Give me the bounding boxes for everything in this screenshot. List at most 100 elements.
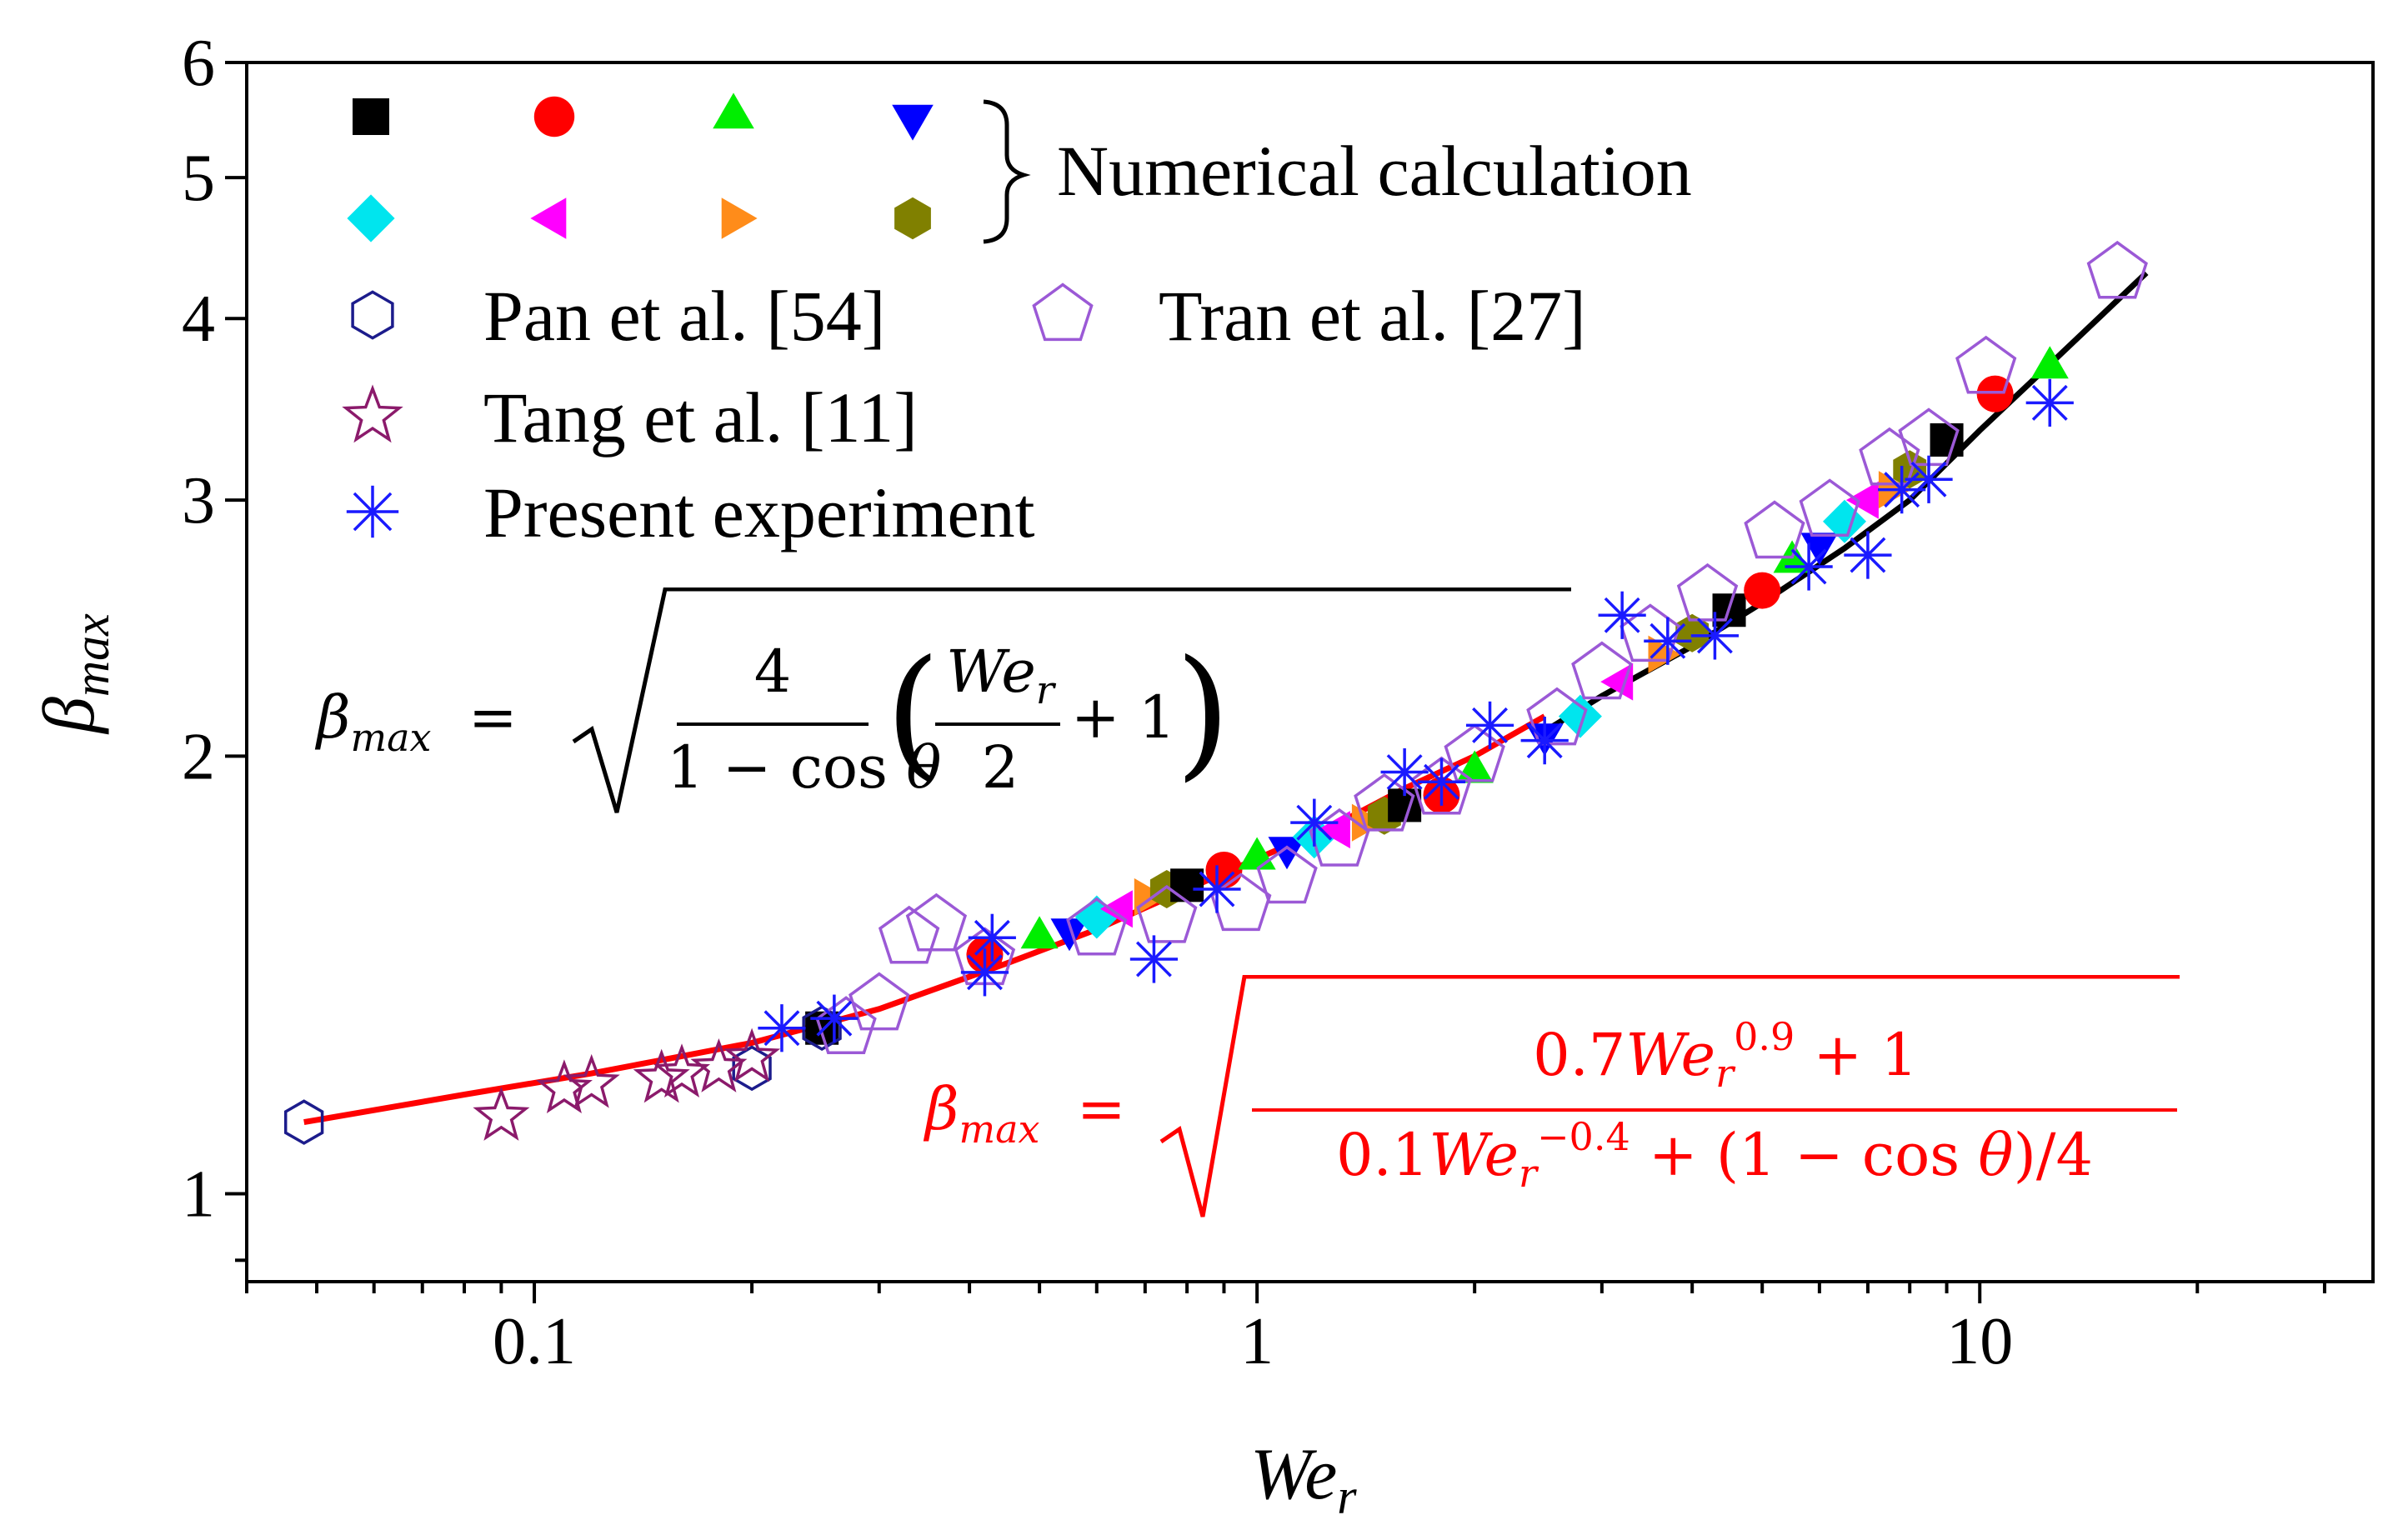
y-tick-label: 3 <box>182 464 215 538</box>
data-point <box>1785 542 1833 591</box>
asterisk-stroke <box>1910 461 1947 498</box>
legend-entry-marker <box>346 485 399 538</box>
legend-entry-label: Pan et al. [54] <box>483 276 885 356</box>
numerical-point <box>1317 811 1350 849</box>
asterisk-stroke <box>1526 722 1563 759</box>
data-point <box>1844 531 1892 579</box>
data-point <box>1465 701 1514 749</box>
y-tick-label: 5 <box>182 142 215 215</box>
x-axis-label: Wer <box>1250 1434 1357 1524</box>
data-point <box>732 1045 772 1092</box>
asterisk-stroke <box>974 919 1010 956</box>
data-point <box>878 905 940 964</box>
numerical-point <box>1648 635 1681 673</box>
x-tick-label: 10 <box>1946 1305 2013 1378</box>
legend-entry-marker <box>1032 282 1094 342</box>
numerical-point <box>1800 532 1839 566</box>
legend-marker <box>713 92 754 129</box>
legend-entry-marker <box>342 384 403 443</box>
asterisk-stroke <box>1386 754 1423 790</box>
legend-marker <box>347 194 395 242</box>
legend-entry-label: Present experiment <box>483 472 1035 552</box>
black-equation-root <box>572 588 1571 813</box>
data-point <box>1571 641 1633 700</box>
y-tick-label: 1 <box>182 1158 215 1231</box>
data-point <box>535 1059 593 1114</box>
y-axis-label: βmax <box>29 613 119 735</box>
x-tick-label: 1 <box>1240 1305 1274 1378</box>
y-tick-label: 6 <box>182 27 215 100</box>
asterisk-stroke <box>1199 871 1235 908</box>
asterisk-stroke <box>967 954 1003 991</box>
asterisk-stroke <box>1696 618 1733 654</box>
numerical-point <box>1845 481 1879 519</box>
axis-tick-labels: 0.1 1 10 1 2 3 4 5 6 <box>182 27 2013 1378</box>
asterisk-stroke <box>1424 763 1459 800</box>
data-points <box>283 240 2148 1145</box>
asterisk-stroke <box>2031 384 2068 421</box>
legend-marker <box>894 197 931 240</box>
numerical-legend-markers <box>347 92 934 242</box>
data-point <box>723 1028 781 1082</box>
asterisk-stroke <box>353 492 393 532</box>
data-point <box>1256 845 1318 904</box>
data-point <box>1744 500 1805 559</box>
data-point <box>690 1038 748 1092</box>
asterisk-stroke <box>1790 548 1827 585</box>
data-point <box>2025 378 2074 427</box>
data-point <box>1690 612 1740 660</box>
legend: Numerical calculation Pan et al. [54] Tra… <box>342 92 1692 552</box>
data-point <box>2086 240 2148 299</box>
data-point <box>1417 758 1466 806</box>
legend-marker <box>892 104 934 141</box>
data-point <box>1905 455 1953 503</box>
data-point <box>1129 935 1179 983</box>
asterisk-stroke <box>1296 804 1333 841</box>
asterisk-stroke <box>1135 941 1172 978</box>
asterisk-stroke <box>763 1010 800 1047</box>
data-point <box>473 1087 530 1141</box>
data-point <box>1955 335 2017 394</box>
legend-entry-marker <box>351 290 394 340</box>
numerical-point <box>1976 375 2014 412</box>
legend-entries: Pan et al. [54] Tran et al. [27] Tang et a… <box>342 276 1586 552</box>
legend-entry-label: Tang et al. [11] <box>483 378 918 458</box>
data-point <box>905 892 968 952</box>
data-point <box>1444 723 1505 782</box>
data-point <box>1676 562 1739 622</box>
data-point <box>1193 865 1241 913</box>
data-point <box>283 1099 324 1145</box>
y-tick-label: 2 <box>182 720 215 793</box>
numerical-point <box>1050 918 1089 952</box>
data-point <box>1136 884 1198 943</box>
data-point <box>968 913 1016 962</box>
data-point <box>1799 478 1860 538</box>
numerical-point <box>1930 422 1964 457</box>
data-point <box>1354 772 1415 832</box>
legend-numerical-label: Numerical calculation <box>1057 131 1692 211</box>
data-point <box>1644 617 1692 665</box>
asterisk-stroke <box>816 1000 853 1037</box>
numerical-point <box>2030 346 2069 379</box>
data-point <box>1410 756 1473 815</box>
asterisk-stroke <box>1850 537 1886 573</box>
legend-marker <box>530 198 567 239</box>
asterisk-stroke <box>1472 707 1509 743</box>
axis-ticks <box>225 61 2326 1303</box>
numerical-point <box>1020 916 1059 949</box>
data-point <box>1598 591 1646 639</box>
data-point <box>1290 798 1339 847</box>
data-point <box>1620 603 1681 662</box>
numerical-point <box>1170 868 1204 902</box>
data-point <box>1066 897 1128 956</box>
data-point <box>849 972 910 1031</box>
legend-marker <box>533 96 575 138</box>
data-point <box>1520 717 1569 765</box>
data-point <box>1526 687 1588 746</box>
numerical-point <box>1744 572 1781 609</box>
data-point <box>810 994 859 1042</box>
numerical-point <box>1558 694 1602 738</box>
data-point <box>1859 427 1920 486</box>
legend-brace <box>983 99 1031 244</box>
